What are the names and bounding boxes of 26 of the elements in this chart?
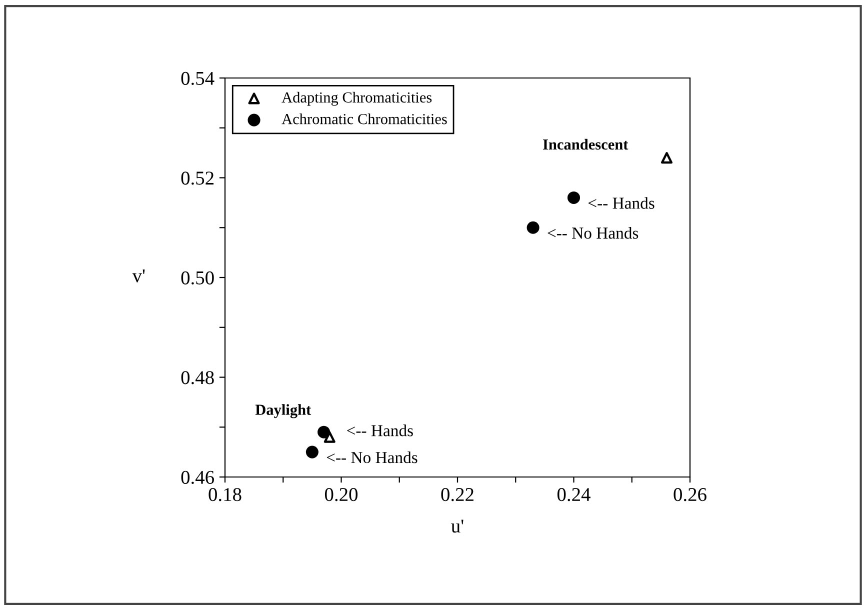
point	[318, 426, 330, 438]
x-tick-label: 0.18	[208, 488, 242, 502]
annotation: <-- No Hands	[326, 451, 418, 464]
x-axis-title: u'	[451, 520, 464, 533]
annotation: Daylight	[255, 404, 312, 418]
x-tick-label: 0.26	[674, 488, 706, 502]
annotation: Incandescent	[543, 138, 628, 150]
legend-label: Achromatic Chromaticities	[282, 113, 447, 124]
y-tick-label: 0.50	[181, 271, 214, 285]
point	[306, 446, 318, 458]
point	[526, 221, 540, 234]
y-axis-title: v'	[132, 269, 145, 282]
x-tick-label: 0.22	[441, 488, 474, 502]
annotation: <-- No Hands	[548, 227, 638, 239]
y-tick-label: 0.46	[181, 470, 214, 484]
x-tick-label: 0.24	[557, 488, 590, 502]
x-tick-label: 0.20	[324, 488, 358, 502]
point	[324, 431, 336, 443]
annotation: <-- Hands	[588, 197, 654, 209]
y-tick-label: 0.52	[181, 172, 214, 185]
point	[660, 152, 673, 164]
legend-label: Adapting Chromaticities	[282, 92, 432, 106]
point	[567, 191, 580, 204]
annotation: <-- Hands	[347, 424, 413, 436]
y-tick-label: 0.48	[181, 371, 214, 384]
y-tick-label: 0.54	[181, 72, 214, 86]
